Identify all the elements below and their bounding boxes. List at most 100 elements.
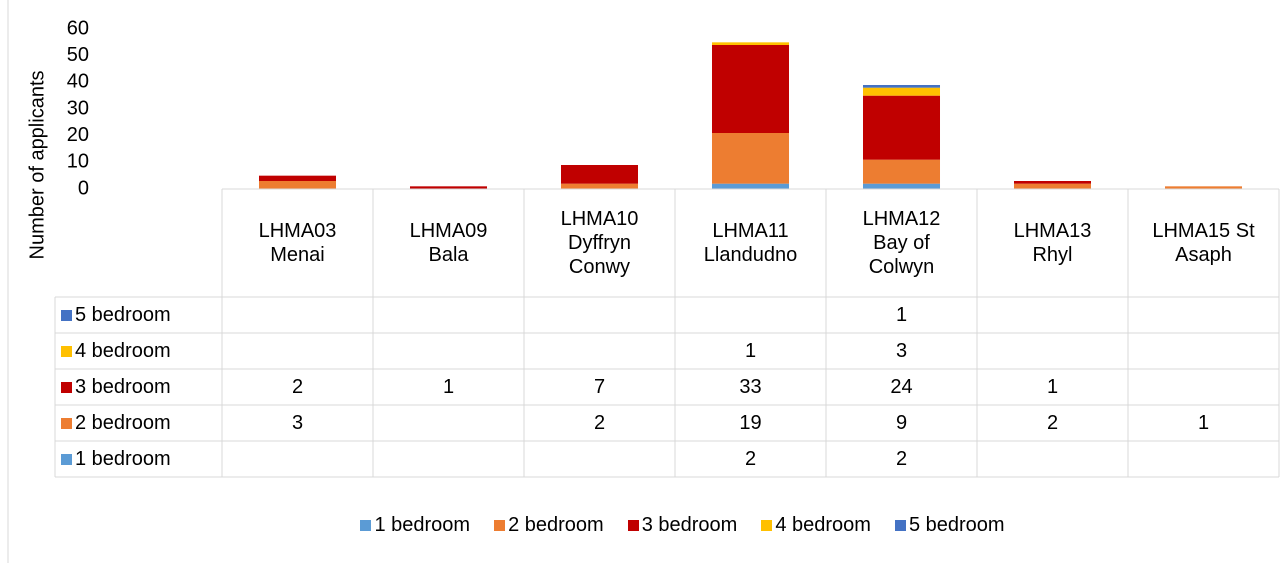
- legend-key: [61, 309, 72, 321]
- y-axis-label: Number of applicants: [26, 71, 48, 260]
- table-value-text: 2: [895, 448, 908, 470]
- table-value: [524, 297, 675, 333]
- table-value: [1128, 369, 1279, 405]
- legend-label: 3 bedroom: [641, 514, 738, 536]
- row-header-text: 1 bedroom: [75, 448, 171, 470]
- table-value: [373, 333, 524, 369]
- table-value: 2: [675, 441, 826, 477]
- table-value: 2: [222, 369, 373, 405]
- table-value-text: 7: [593, 376, 606, 398]
- table-value-text: 33: [739, 376, 762, 398]
- category-label: LHMA10 Dyffryn Conwy: [524, 189, 675, 297]
- y-tick-label: 50: [67, 44, 89, 66]
- table-value-text: 9: [895, 412, 908, 434]
- table-value: [222, 333, 373, 369]
- legend-key: [494, 520, 506, 531]
- row-header-text: 5 bedroom: [75, 304, 171, 326]
- y-tick-label: 60: [67, 17, 89, 39]
- table-value: [373, 405, 524, 441]
- bar-segment: [560, 183, 639, 189]
- category-label-text: LHMA13 Rhyl: [1013, 220, 1092, 266]
- category-label: LHMA15 St Asaph: [1128, 189, 1279, 297]
- table-value: 2: [826, 441, 977, 477]
- table-value-text: 2: [593, 412, 606, 434]
- row-header-text: 2 bedroom: [75, 412, 171, 434]
- legend-key: [61, 345, 72, 357]
- table-value: [373, 441, 524, 477]
- bar-segment: [1013, 183, 1092, 189]
- table-value: 1: [675, 333, 826, 369]
- bar-segment: [1013, 181, 1092, 184]
- legend-label: 2 bedroom: [508, 514, 604, 536]
- y-tick-label: 20: [67, 124, 89, 146]
- table-value: 1: [373, 369, 524, 405]
- table-value-text: 1: [1046, 376, 1059, 398]
- bar-segment: [711, 183, 790, 189]
- row-header: 2 bedroom: [55, 405, 222, 441]
- table-value: [524, 441, 675, 477]
- category-label-text: LHMA09 Bala: [409, 220, 488, 266]
- legend-label: 4 bedroom: [775, 514, 871, 536]
- table-value: 9: [826, 405, 977, 441]
- category-label-text: LHMA11 Llandudno: [703, 220, 798, 266]
- table-value: [373, 297, 524, 333]
- row-header: 1 bedroom: [55, 441, 222, 477]
- legend-key: [627, 520, 639, 531]
- legend-item: 2 bedroom: [494, 514, 604, 536]
- table-value-text: 1: [895, 304, 908, 326]
- table-value: 2: [524, 405, 675, 441]
- table-value: 2: [977, 405, 1128, 441]
- category-label: LHMA11 Llandudno: [675, 189, 826, 297]
- table-value: 7: [524, 369, 675, 405]
- row-header-text: 3 bedroom: [75, 376, 171, 398]
- legend-key: [61, 453, 72, 465]
- bar-segment: [711, 42, 790, 45]
- legend-key: [894, 520, 906, 531]
- category-label-text: LHMA03 Menai: [258, 220, 337, 266]
- bar-segment: [560, 165, 639, 184]
- category-label-text: LHMA12 Bay of Colwyn: [862, 208, 941, 278]
- y-tick-label: 40: [67, 71, 89, 93]
- category-label: LHMA03 Menai: [222, 189, 373, 297]
- table-value-text: 3: [895, 340, 908, 362]
- table-value: 1: [826, 297, 977, 333]
- category-label-text: LHMA15 St Asaph: [1152, 220, 1255, 266]
- table-value: 24: [826, 369, 977, 405]
- table-value-text: 2: [744, 448, 757, 470]
- table-value: 33: [675, 369, 826, 405]
- bar-segment: [409, 186, 488, 189]
- bar-segment: [862, 159, 941, 184]
- legend-item: 1 bedroom: [360, 514, 470, 536]
- table-value-text: 24: [890, 376, 913, 398]
- table-value: 1: [977, 369, 1128, 405]
- table-value: [1128, 297, 1279, 333]
- table-value: [977, 333, 1128, 369]
- bar-segment: [1164, 186, 1243, 189]
- legend-item: 4 bedroom: [761, 514, 871, 536]
- table-value: 19: [675, 405, 826, 441]
- table-value: 1: [1128, 405, 1279, 441]
- y-tick-label: 0: [78, 177, 89, 199]
- legend-label: 1 bedroom: [374, 514, 471, 536]
- category-label: LHMA12 Bay of Colwyn: [826, 189, 977, 297]
- table-value-text: 1: [744, 340, 757, 362]
- legend-key: [61, 381, 72, 393]
- table-value: [977, 297, 1128, 333]
- bar-segment: [862, 183, 941, 189]
- bar-segment: [258, 175, 337, 181]
- table-value: [1128, 333, 1279, 369]
- table-value: [222, 441, 373, 477]
- bar-segment: [711, 133, 790, 184]
- category-label: LHMA13 Rhyl: [977, 189, 1128, 297]
- table-value-text: 2: [1046, 412, 1059, 434]
- legend-key: [61, 417, 72, 429]
- table-value-text: 1: [1197, 412, 1210, 434]
- row-header: 3 bedroom: [55, 369, 222, 405]
- category-label: LHMA09 Bala: [373, 189, 524, 297]
- table-value: [1128, 441, 1279, 477]
- bar-segment: [862, 87, 941, 96]
- y-tick-label: 30: [67, 97, 89, 119]
- table-value: [977, 441, 1128, 477]
